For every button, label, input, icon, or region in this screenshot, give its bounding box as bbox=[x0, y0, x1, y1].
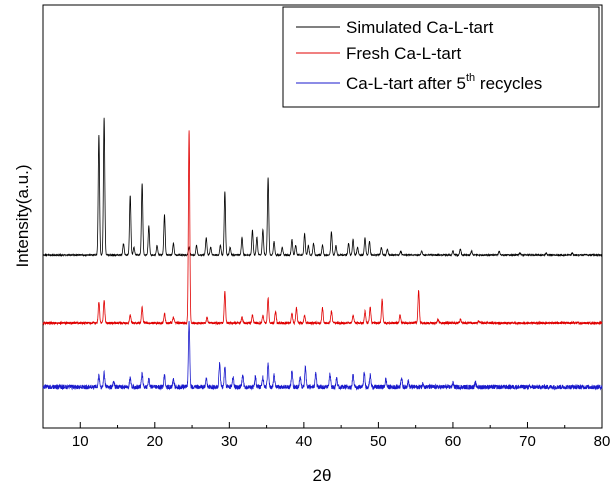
x-tick-label: 50 bbox=[370, 433, 387, 450]
x-tick-label: 70 bbox=[519, 433, 536, 450]
legend-label-1: Simulated Ca-L-tart bbox=[346, 18, 494, 37]
plot-border bbox=[42, 4, 603, 429]
y-axis-title: Intensity(a.u.) bbox=[13, 165, 32, 268]
x-tick-label: 80 bbox=[594, 433, 611, 450]
plot-frame bbox=[42, 4, 603, 429]
legend-label-3: Ca-L-tart after 5th recycles bbox=[346, 72, 542, 93]
series-layer bbox=[42, 117, 603, 391]
x-tick-label: 60 bbox=[445, 433, 462, 450]
x-tick-label: 30 bbox=[221, 433, 238, 450]
series-line-3 bbox=[42, 320, 603, 391]
x-axis-title: 2θ bbox=[313, 466, 332, 485]
x-tick-label: 20 bbox=[146, 433, 163, 450]
x-tick-label: 40 bbox=[296, 433, 313, 450]
legend-label-2: Fresh Ca-L-tart bbox=[346, 44, 462, 63]
legend: Simulated Ca-L-tart Fresh Ca-L-tart Ca-L-t… bbox=[282, 6, 600, 108]
legend-box bbox=[282, 6, 600, 108]
x-tick-label: 10 bbox=[72, 433, 89, 450]
series-line-2 bbox=[42, 130, 603, 326]
x-axis: 10 20 30 40 50 60 70 80 bbox=[42, 422, 611, 450]
series-line-1 bbox=[42, 117, 603, 258]
